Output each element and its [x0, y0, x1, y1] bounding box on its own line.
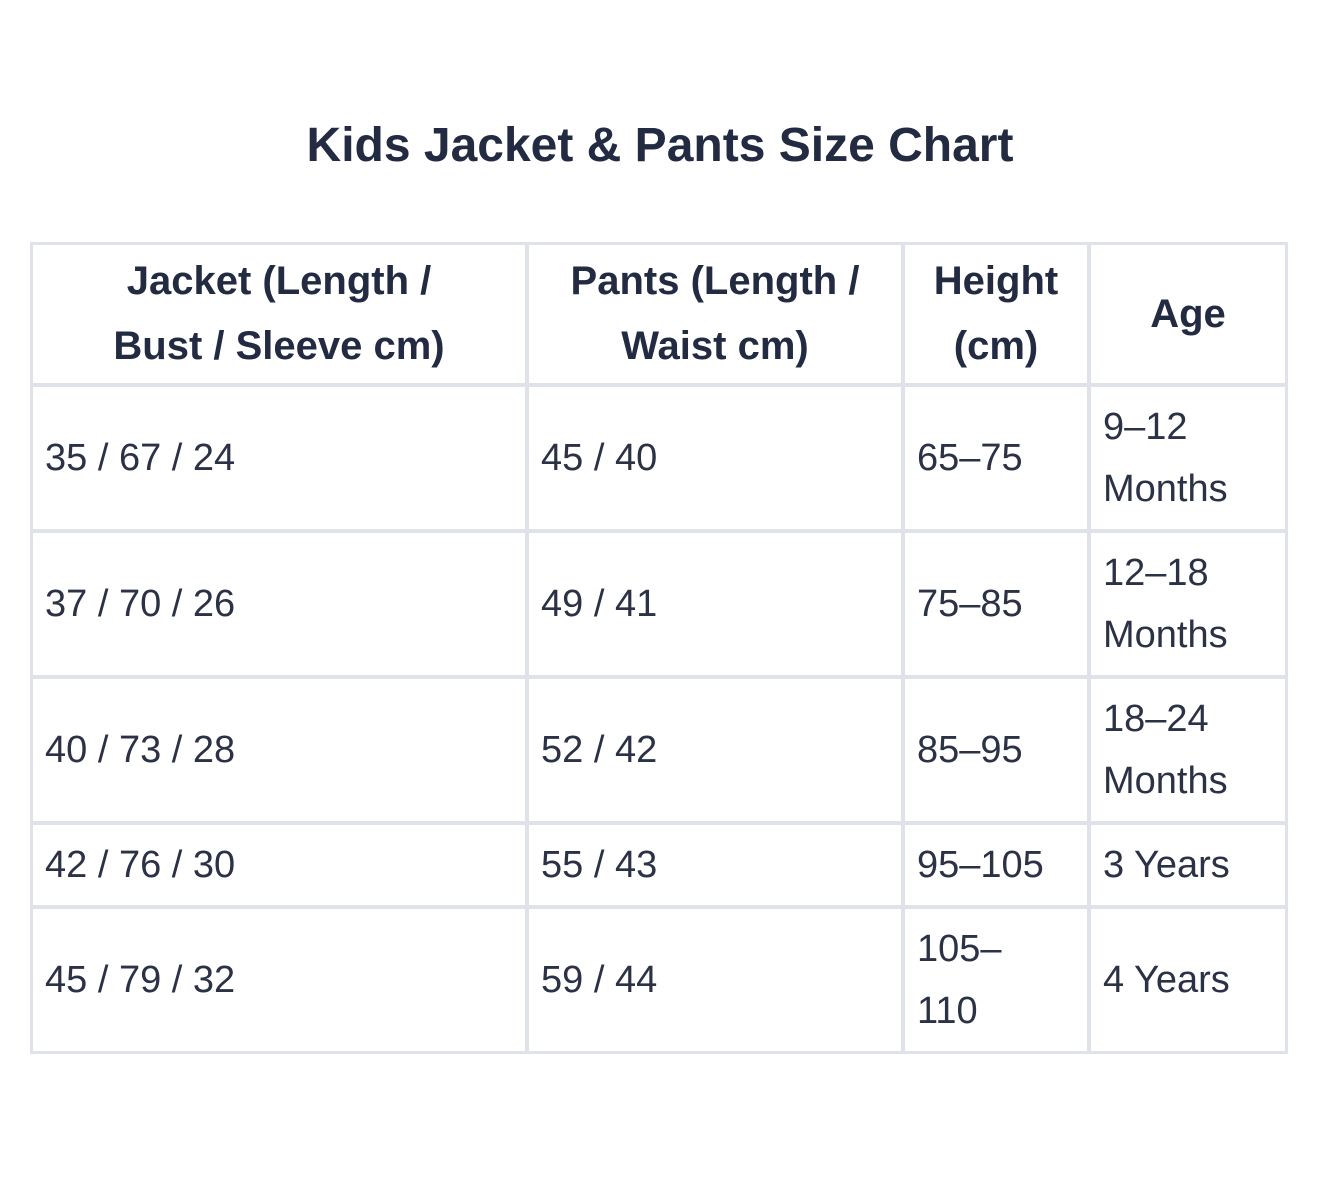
table-row: 37 / 70 / 26 49 / 41 75–85 12–18 Months — [31, 531, 1287, 677]
header-row: Jacket (Length / Bust / Sleeve cm) Pants… — [31, 243, 1287, 385]
jacket-cell: 37 / 70 / 26 — [31, 531, 527, 677]
table-row: 40 / 73 / 28 52 / 42 85–95 18–24 Months — [31, 677, 1287, 823]
jacket-cell: 42 / 76 / 30 — [31, 823, 527, 907]
cell-line: 95–105 — [917, 844, 1044, 886]
size-chart-table: Jacket (Length / Bust / Sleeve cm) Pants… — [30, 242, 1288, 1054]
cell-line: Months — [1103, 614, 1228, 656]
cell-line: 85–95 — [917, 729, 1023, 771]
height-cell: 65–75 — [903, 385, 1089, 531]
header-line: Age — [1150, 291, 1226, 336]
cell-line: 9–12 — [1103, 406, 1188, 448]
age-cell: 9–12 Months — [1089, 385, 1287, 531]
jacket-cell: 40 / 73 / 28 — [31, 677, 527, 823]
height-cell: 105– 110 — [903, 907, 1089, 1053]
page-title: Kids Jacket & Pants Size Chart — [306, 119, 1014, 172]
header-line: Waist cm) — [621, 324, 809, 368]
pants-cell: 59 / 44 — [527, 907, 903, 1053]
col-header-pants: Pants (Length / Waist cm) — [527, 243, 903, 385]
cell-line: 110 — [917, 990, 978, 1032]
header-line: Pants (Length / — [570, 259, 860, 303]
header-line: Height — [933, 259, 1059, 303]
jacket-cell: 35 / 67 / 24 — [31, 385, 527, 531]
height-cell: 95–105 — [903, 823, 1089, 907]
col-header-height: Height (cm) — [903, 243, 1089, 385]
cell-line: Months — [1103, 760, 1228, 802]
cell-line: 4 Years — [1103, 959, 1230, 1001]
header-line: (cm) — [953, 324, 1039, 368]
age-cell: 18–24 Months — [1089, 677, 1287, 823]
cell-line: 3 Years — [1103, 844, 1230, 886]
table-header: Jacket (Length / Bust / Sleeve cm) Pants… — [31, 243, 1287, 385]
jacket-cell: 45 / 79 / 32 — [31, 907, 527, 1053]
pants-cell: 55 / 43 — [527, 823, 903, 907]
table-row: 42 / 76 / 30 55 / 43 95–105 3 Years — [31, 823, 1287, 907]
cell-line: 105– — [917, 928, 1002, 970]
age-cell: 3 Years — [1089, 823, 1287, 907]
col-header-jacket: Jacket (Length / Bust / Sleeve cm) — [31, 243, 527, 385]
cell-line: 65–75 — [917, 437, 1023, 479]
cell-line: 75–85 — [917, 583, 1023, 625]
height-cell: 85–95 — [903, 677, 1089, 823]
pants-cell: 52 / 42 — [527, 677, 903, 823]
table-row: 45 / 79 / 32 59 / 44 105– 110 4 Years — [31, 907, 1287, 1053]
table-row: 35 / 67 / 24 45 / 40 65–75 9–12 Months — [31, 385, 1287, 531]
age-cell: 4 Years — [1089, 907, 1287, 1053]
pants-cell: 49 / 41 — [527, 531, 903, 677]
table-body: 35 / 67 / 24 45 / 40 65–75 9–12 Months 3… — [31, 385, 1287, 1053]
col-header-age: Age — [1089, 243, 1287, 385]
height-cell: 75–85 — [903, 531, 1089, 677]
cell-line: Months — [1103, 468, 1228, 510]
header-line: Jacket (Length / — [126, 259, 432, 303]
header-line: Bust / Sleeve cm) — [113, 324, 445, 368]
cell-line: 12–18 — [1103, 552, 1209, 594]
age-cell: 12–18 Months — [1089, 531, 1287, 677]
cell-line: 18–24 — [1103, 698, 1209, 740]
pants-cell: 45 / 40 — [527, 385, 903, 531]
